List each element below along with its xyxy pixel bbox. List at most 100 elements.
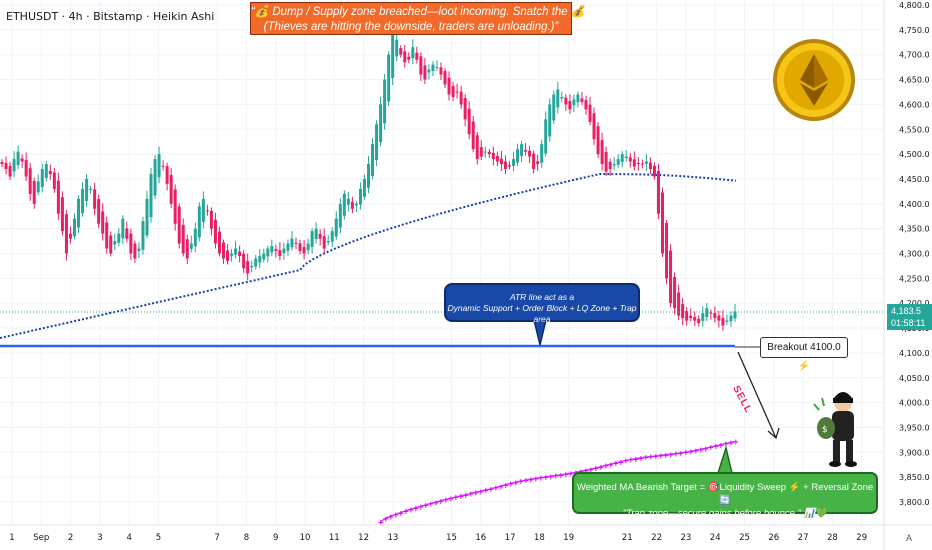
candle-body [44,164,48,178]
candle-body [387,54,391,102]
candle-body [411,47,415,59]
candle-body [725,320,729,322]
candle-body [733,311,737,319]
wma-marker: + [523,476,530,485]
candle-body [230,253,234,256]
wma-marker: + [708,443,715,452]
price-tick-label: 4,300.0 [899,250,930,259]
wma-marker: + [378,518,385,527]
candle-body [552,94,556,121]
wma-marker: + [663,451,670,460]
candle-body [375,124,379,161]
wma-marker: + [723,440,730,449]
wma-marker: + [668,450,675,459]
time-tick-label: Sep [33,533,49,543]
auto-scale-button[interactable]: A [906,533,913,543]
candle-body [499,158,503,165]
candle-body [270,246,274,253]
candle-body [306,243,310,251]
wma-marker: + [393,511,400,520]
time-tick-label: 9 [273,533,278,543]
price-tick-label: 3,900.0 [899,448,930,457]
wma-path [379,440,736,523]
wma-target-callout: Weighted MA Bearish Target = 🎯Liquidity … [572,472,878,519]
candle-body [81,188,85,214]
candle-body [576,94,580,103]
candle-body [632,159,636,167]
wma-marker: + [608,460,615,469]
candle-body [153,159,157,196]
wma-marker: + [613,459,620,468]
candle-body [475,135,479,160]
wma-marker: + [533,474,540,483]
time-tick-label: 21 [622,533,633,543]
candle-body [72,218,76,237]
candle-body [282,248,286,254]
candle-body [483,151,487,153]
time-tick-label: 15 [446,533,457,543]
candle-body [604,152,608,172]
wma-marker: + [618,458,625,467]
wma-marker: + [463,491,470,500]
candle-body [97,199,101,224]
candle-body [467,108,471,135]
candle-body [560,96,564,99]
candle-body [419,56,423,75]
candle-body [121,218,125,239]
candle-body [201,198,205,222]
candle-body [48,171,52,174]
price-tick-label: 4,500.0 [899,150,930,159]
time-tick-label: 10 [300,533,311,543]
candle-body [362,178,366,197]
wma-marker: + [583,466,590,475]
wma-marker: + [473,488,480,497]
thief-icon: $ [813,392,857,467]
wma-marker: + [733,438,740,447]
candle-body [399,48,403,55]
candle-body [109,235,113,254]
time-tick-label: 7 [214,533,219,543]
candle-body [290,238,294,248]
candle-body [165,166,169,184]
candle-body [60,197,64,232]
time-tick-label: 23 [680,533,691,543]
candle-body [12,159,16,172]
candle-body [254,258,258,267]
supply-zone-banner: “💰 Dump / Supply zone breached—loot inco… [250,2,588,35]
candle-body [113,241,117,245]
wma-marker: + [433,498,440,507]
wma-marker: + [538,474,545,483]
wma-marker: + [498,482,505,491]
candle-body [334,218,338,237]
time-tick-label: 17 [505,533,516,543]
price-tick-label: 3,950.0 [899,423,930,432]
wma-callout-line-2: "Trap zone—secure gains before bounce." … [622,508,828,519]
wma-marker: + [438,497,445,506]
candle-body [520,144,524,156]
candle-body [222,242,226,259]
candle-body [612,164,616,166]
wma-marker: + [603,462,610,471]
wma-marker: + [653,452,660,461]
candle-body [507,165,511,167]
wma-marker: + [548,472,555,481]
candle-body [503,161,507,170]
candle-body [697,318,701,324]
wma-marker: + [718,441,725,450]
atr-ma-path [0,173,737,339]
wma-marker: + [678,449,685,458]
time-tick-label: 11 [329,533,340,543]
candle-body [226,250,230,261]
wma-marker: + [563,470,570,479]
candle-body [298,243,302,252]
candle-body [636,162,640,165]
candle-body [36,181,40,193]
ethereum-coin-icon [773,39,855,121]
candle-body [592,113,596,140]
candle-body [568,101,572,110]
candle-body [217,231,221,254]
candle-body [77,198,81,228]
time-tick-label: 24 [710,533,721,543]
candle-body [673,276,677,309]
